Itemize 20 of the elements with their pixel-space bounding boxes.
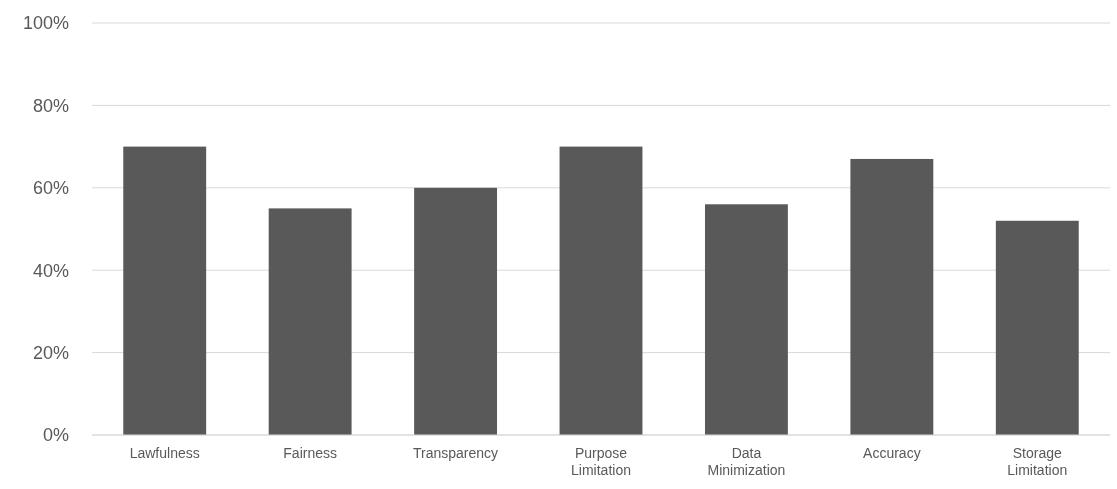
bar — [268, 208, 352, 435]
bar — [995, 220, 1079, 435]
y-tick-label: 20% — [32, 342, 69, 363]
y-tick-label: 100% — [22, 13, 69, 34]
bar — [850, 158, 934, 435]
x-tick-label: Fairness — [283, 445, 337, 461]
y-tick-label: 40% — [32, 260, 69, 281]
x-tick-label: Purpose Limitation — [571, 445, 631, 478]
x-tick-label: Storage Limitation — [1007, 445, 1068, 478]
bar — [704, 204, 788, 435]
y-tick-label: 60% — [32, 178, 69, 199]
x-tick-label: Lawfulness — [129, 445, 200, 461]
bar — [559, 146, 643, 435]
y-tick-label: 0% — [42, 425, 69, 446]
y-tick-label: 80% — [32, 95, 69, 116]
bar — [414, 187, 498, 435]
x-tick-label: Accuracy — [863, 445, 921, 461]
x-tick-label: Transparency — [413, 445, 499, 461]
x-tick-label: Data Minimization — [707, 445, 786, 478]
bar — [123, 146, 207, 435]
